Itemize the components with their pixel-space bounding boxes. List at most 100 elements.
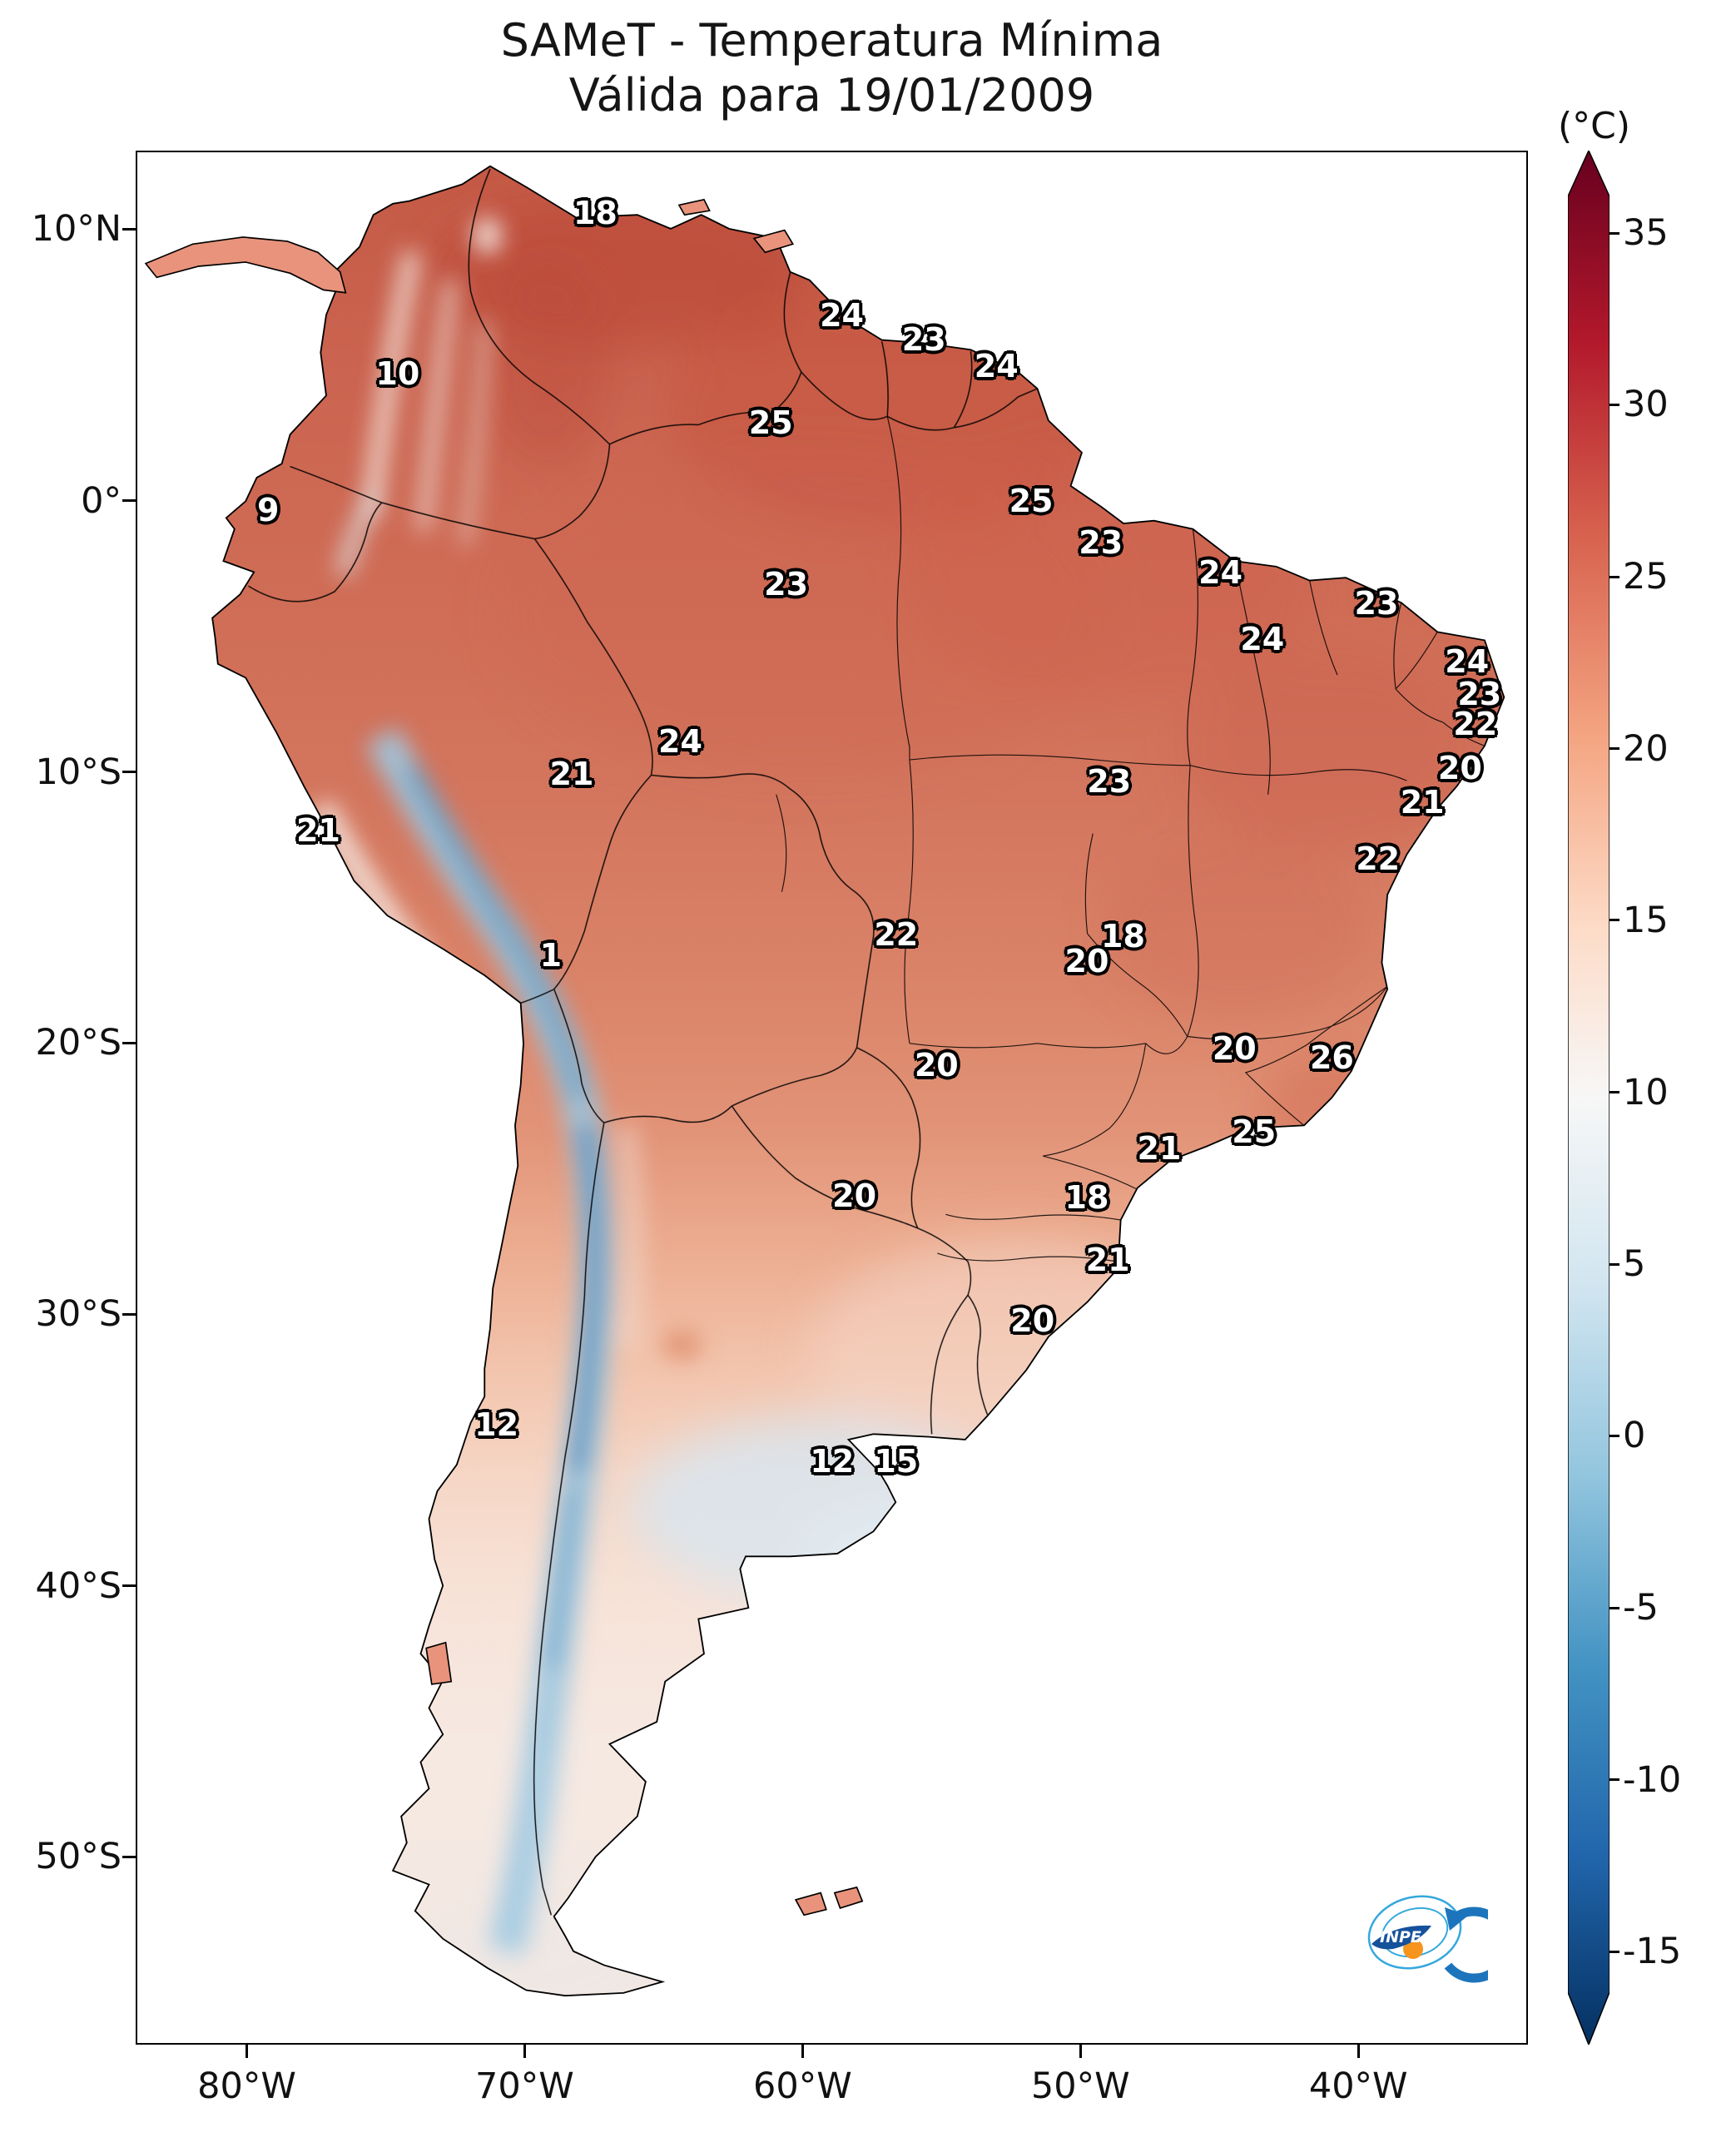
south-america-map — [145, 165, 1505, 1997]
station-temperature-label: 22 — [874, 915, 919, 953]
station-temperature-label: 21 — [1400, 783, 1445, 821]
andes-cold-band — [310, 217, 702, 1956]
logo-arrow — [1444, 1907, 1488, 1983]
station-temperature-label: 18 — [1101, 918, 1145, 955]
lon-tick-mark — [801, 2045, 804, 2058]
lat-tick-label: 10°N — [31, 208, 122, 250]
chart-title: SAMeT - Temperatura Mínima — [500, 14, 1163, 67]
lat-tick-label: 10°S — [35, 751, 122, 793]
station-temperature-label: 26 — [1309, 1039, 1354, 1076]
station-temperature-label: 20 — [1064, 942, 1109, 979]
station-temperature-label: 15 — [874, 1442, 919, 1480]
station-temperature-label: 24 — [974, 348, 1019, 385]
chart-subtitle: Válida para 19/01/2009 — [568, 69, 1095, 121]
station-temperature-label: 9 — [257, 492, 280, 529]
colorbar-tick-label: 0 — [1623, 1415, 1646, 1457]
lon-tick-mark — [523, 2045, 526, 2058]
colorbar-gradient-bar — [1568, 151, 1610, 2045]
colorbar-tick-label: 15 — [1623, 899, 1669, 941]
logo-arrowhead — [1445, 1907, 1468, 1931]
colorbar-tick-mark — [1610, 575, 1619, 578]
lon-tick-label: 40°W — [1308, 2065, 1408, 2107]
colorbar-tick-mark — [1610, 1091, 1619, 1094]
lat-tick-label: 20°S — [35, 1022, 122, 1064]
colorbar-tick-label: -10 — [1623, 1758, 1682, 1801]
station-temperature-label: 25 — [1232, 1113, 1277, 1150]
station-temperature-label: 20 — [914, 1047, 959, 1084]
colorbar-tick-label: 10 — [1623, 1071, 1669, 1113]
lat-tick-mark — [122, 771, 136, 774]
station-temperature-label: 24 — [1240, 620, 1285, 657]
lat-tick-mark — [122, 1312, 136, 1316]
state-borders — [776, 416, 1486, 1262]
station-temperature-label: 18 — [573, 194, 618, 231]
colorbar-tick-label: 5 — [1623, 1243, 1646, 1286]
station-temperature-label: 23 — [901, 321, 946, 359]
station-temperature-label: 18 — [1064, 1179, 1109, 1217]
inpe-logo: INPE — [1367, 1895, 1488, 1983]
station-temperature-label: 25 — [1009, 482, 1054, 519]
colorbar-tick-mark — [1610, 1778, 1619, 1782]
station-temperature-label: 10 — [375, 355, 420, 393]
station-temperature-label: 23 — [764, 565, 809, 602]
station-temperature-label: 24 — [820, 296, 864, 334]
colorbar-unit-label: (°C) — [1558, 105, 1631, 147]
colorbar-tick-label: 35 — [1623, 212, 1669, 254]
colorbar-tick-label: -5 — [1623, 1587, 1659, 1629]
station-temperature-label: 23 — [1087, 762, 1132, 800]
colorbar-tick-mark — [1610, 1434, 1619, 1437]
lon-tick-label: 70°W — [475, 2065, 574, 2107]
station-temperature-label: 23 — [1079, 523, 1123, 561]
colorbar-tick-mark — [1610, 1950, 1619, 1953]
station-temperature-label: 20 — [1212, 1029, 1257, 1067]
station-temperature-label: 20 — [832, 1178, 877, 1215]
station-temperature-label: 24 — [1198, 554, 1243, 592]
colorbar-tick-mark — [1610, 231, 1619, 235]
station-temperature-label: 25 — [748, 404, 793, 442]
lat-tick-label: 40°S — [35, 1564, 122, 1607]
colorbar-tick-label: 30 — [1623, 384, 1669, 426]
lat-tick-mark — [122, 1855, 136, 1858]
lat-tick-label: 30°S — [35, 1293, 122, 1336]
colorbar-tick-mark — [1610, 1262, 1619, 1266]
station-temperature-label: 20 — [1437, 749, 1482, 786]
lon-tick-label: 50°W — [1030, 2065, 1130, 2107]
station-temperature-label: 1 — [539, 937, 563, 974]
colorbar-tick-mark — [1610, 1606, 1619, 1609]
station-temperature-label: 20 — [1010, 1302, 1055, 1340]
colorbar-tick-label: -15 — [1623, 1931, 1682, 1973]
lon-tick-mark — [1357, 2045, 1360, 2058]
station-temperature-label: 22 — [1356, 840, 1401, 877]
station-temperature-label: 21 — [1137, 1130, 1182, 1168]
temperature-field — [146, 166, 1505, 1996]
logo-orange-dot — [1403, 1939, 1423, 1959]
colorbar-tick-mark — [1610, 403, 1619, 406]
colorbar-tick-label: 25 — [1623, 556, 1669, 598]
station-temperature-label: 21 — [549, 755, 594, 792]
station-temperature-label: 22 — [1453, 706, 1498, 743]
lon-tick-mark — [246, 2045, 248, 2058]
lat-tick-mark — [122, 499, 136, 503]
station-temperature-label: 24 — [1445, 643, 1490, 681]
lon-tick-label: 80°W — [197, 2065, 296, 2107]
lon-tick-label: 60°W — [752, 2065, 852, 2107]
lon-tick-mark — [1079, 2045, 1082, 2058]
colorbar-tick-mark — [1610, 919, 1619, 922]
colorbar-tick-mark — [1610, 747, 1619, 751]
station-temperature-label: 21 — [296, 811, 340, 849]
lat-tick-mark — [122, 227, 136, 231]
station-temperature-label: 24 — [658, 722, 702, 760]
station-temperature-label: 21 — [1085, 1242, 1130, 1279]
lat-tick-label: 50°S — [35, 1836, 122, 1878]
lat-tick-label: 0° — [81, 479, 122, 522]
station-temperature-label: 23 — [1457, 675, 1502, 712]
colorbar — [1568, 151, 1610, 2045]
station-temperature-label: 12 — [474, 1406, 519, 1444]
inpe-logo-text: INPE — [1380, 1928, 1421, 1946]
lat-tick-mark — [122, 1041, 136, 1044]
station-temperature-label: 23 — [1354, 584, 1399, 622]
station-temperature-label: 12 — [810, 1442, 855, 1480]
logo-swoosh — [1371, 1925, 1431, 1950]
lat-tick-mark — [122, 1584, 136, 1588]
